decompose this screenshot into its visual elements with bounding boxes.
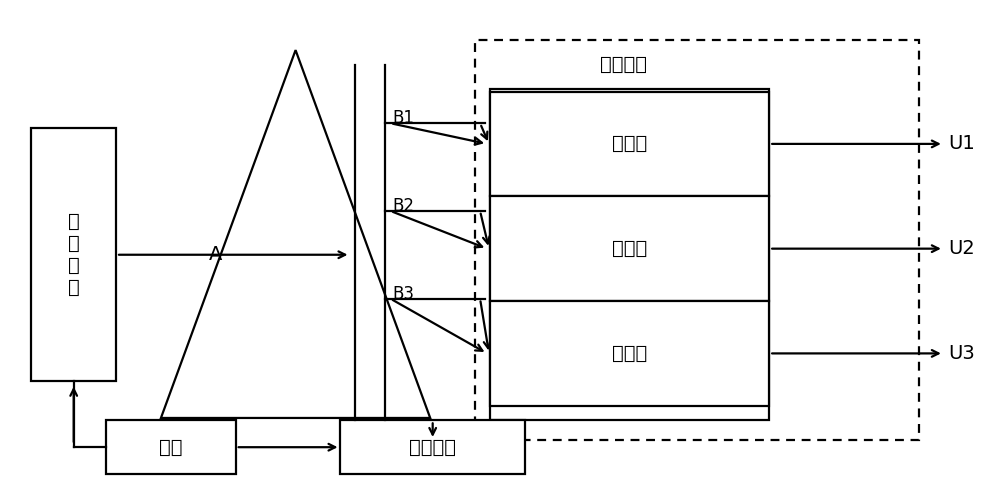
Text: 检波器: 检波器	[612, 134, 647, 153]
Text: B2: B2	[392, 197, 414, 215]
Bar	[31, 128, 116, 381]
Bar	[490, 196, 769, 301]
Bar	[106, 420, 236, 474]
Text: 检波器: 检波器	[612, 344, 647, 363]
Text: 稳压电路: 稳压电路	[409, 438, 456, 457]
Text: 电源: 电源	[159, 438, 183, 457]
Text: U1: U1	[949, 134, 975, 153]
Bar	[490, 92, 769, 196]
Text: 检波电路: 检波电路	[600, 55, 647, 74]
Text: B3: B3	[392, 285, 414, 303]
Text: 检波器: 检波器	[612, 239, 647, 258]
Bar	[340, 420, 525, 474]
Bar	[490, 89, 769, 420]
Text: 振
荡
电
路: 振 荡 电 路	[68, 212, 80, 297]
Text: U2: U2	[949, 239, 975, 258]
Bar	[475, 40, 919, 440]
Text: B1: B1	[392, 109, 414, 127]
Text: U3: U3	[949, 344, 975, 363]
Text: A: A	[209, 245, 222, 264]
Bar	[490, 301, 769, 406]
